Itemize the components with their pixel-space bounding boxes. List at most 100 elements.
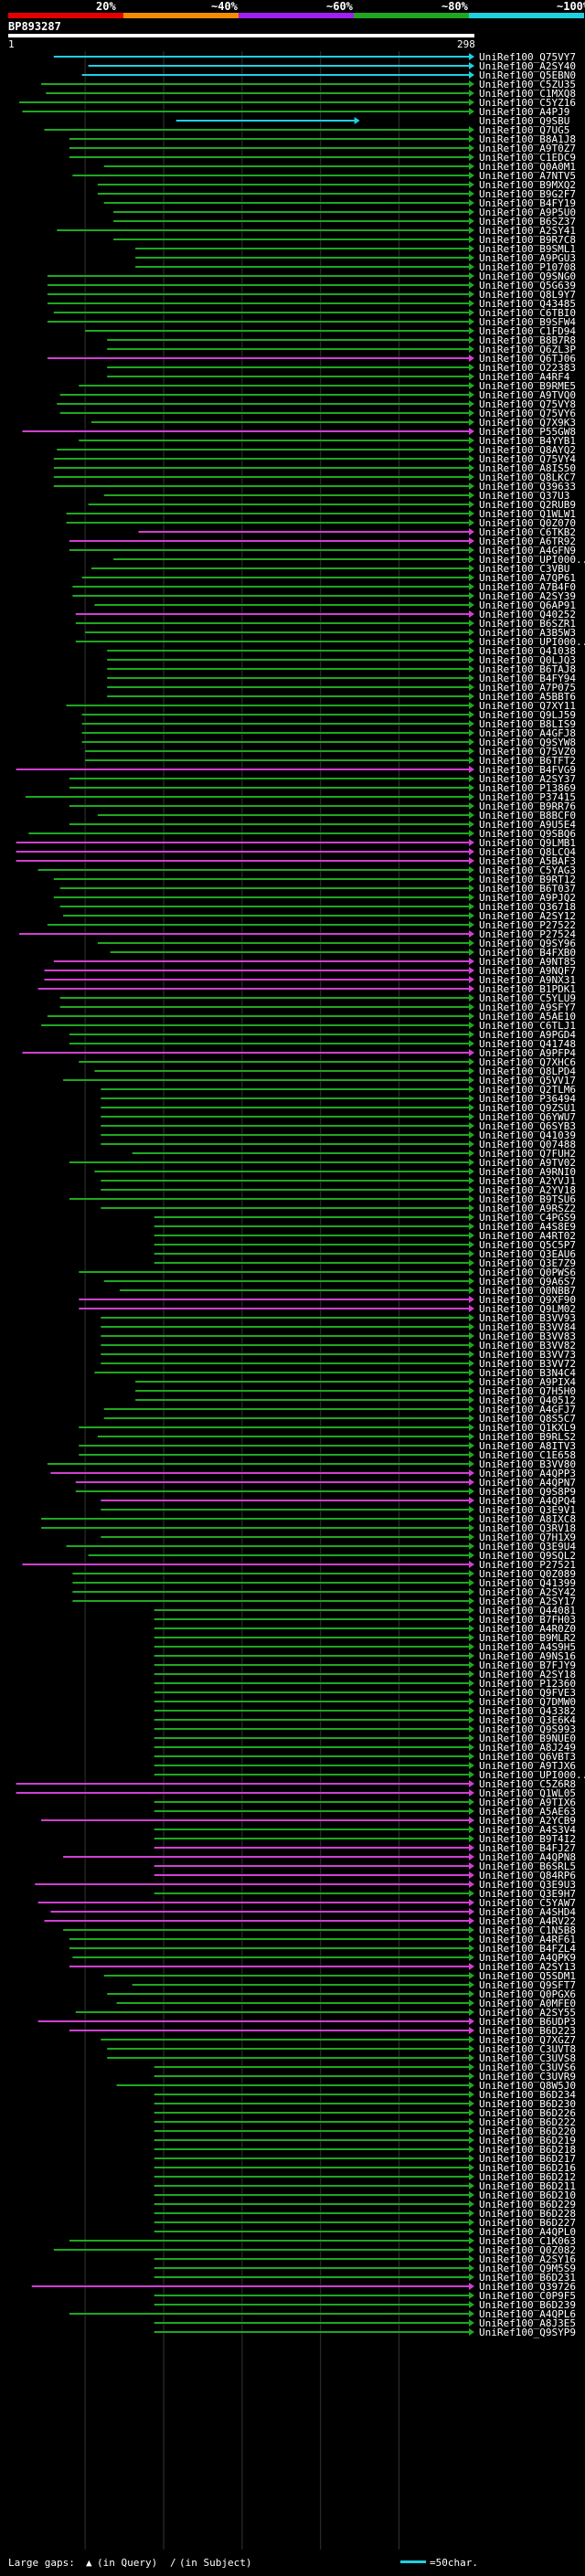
hit-bar[interactable] (154, 2194, 472, 2196)
hit-bar[interactable] (72, 1591, 471, 1593)
hit-label[interactable]: UniRef100_A9SFY7 (479, 1002, 576, 1013)
hit-bar[interactable] (94, 1372, 471, 1373)
hit-label[interactable]: UniRef100_A4RT02 (479, 1230, 576, 1242)
hit-row[interactable]: UniRef100_A8ITV3 (79, 1440, 576, 1452)
hit-label[interactable]: UniRef100_A9RNI0 (479, 1166, 576, 1178)
hit-bar[interactable] (154, 2304, 472, 2306)
hit-row[interactable]: UniRef100_Q8LCQ4 (16, 846, 577, 858)
hit-label[interactable]: UniRef100_Q5C5P7 (479, 1239, 576, 1251)
hit-bar[interactable] (22, 1564, 471, 1565)
hit-row[interactable]: UniRef100_Q0Z082 (53, 2244, 576, 2256)
hit-label[interactable]: UniRef100_B4FY94 (479, 673, 576, 684)
hit-bar[interactable] (154, 2130, 472, 2132)
hit-bar[interactable] (53, 2249, 472, 2251)
hit-bar[interactable] (35, 1883, 471, 1885)
hit-bar[interactable] (59, 394, 472, 396)
hit-row[interactable]: UniRef100_Q0A0M1 (103, 161, 576, 173)
hit-label[interactable]: UniRef100_B6D234 (479, 2089, 576, 2101)
hit-label[interactable]: UniRef100_A3B5W3 (479, 627, 576, 639)
hit-row[interactable]: UniRef100_A6TR92 (69, 535, 576, 547)
hit-bar[interactable] (154, 2167, 472, 2168)
hit-label[interactable]: UniRef100_Q9SY96 (479, 938, 576, 949)
hit-bar[interactable] (53, 312, 472, 313)
hit-label[interactable]: UniRef100_Q75VY6 (479, 408, 576, 419)
hit-bar[interactable] (135, 1381, 471, 1383)
hit-row[interactable]: UniRef100_A9NT85 (53, 956, 576, 968)
hit-label[interactable]: UniRef100_A4RF61 (479, 1934, 576, 1945)
hit-label[interactable]: UniRef100_Q6SYB3 (479, 1120, 576, 1132)
hit-label[interactable]: UniRef100_B6D219 (479, 2135, 576, 2147)
hit-bar[interactable] (37, 2020, 472, 2022)
hit-label[interactable]: UniRef100_A7QP61 (479, 572, 576, 584)
hit-label[interactable]: UniRef100_Q5SDM1 (479, 1970, 576, 1982)
hit-bar[interactable] (53, 458, 472, 460)
hit-bar[interactable] (101, 1116, 471, 1118)
hit-label[interactable]: UniRef100_Q2RUB9 (479, 499, 576, 511)
hit-row[interactable]: UniRef100_Q39633 (53, 481, 576, 493)
hit-bar[interactable] (154, 1774, 472, 1776)
hit-bar[interactable] (154, 1719, 472, 1721)
hit-label[interactable]: UniRef100_Q1WLW1 (479, 508, 576, 520)
hit-bar[interactable] (16, 860, 472, 862)
hit-bar[interactable] (85, 750, 471, 752)
hit-row[interactable]: UniRef100_A2YV18 (101, 1184, 576, 1196)
hit-label[interactable]: UniRef100_C4PGS9 (479, 1212, 576, 1224)
hit-bar[interactable] (44, 979, 472, 981)
hit-label[interactable]: UniRef100_B6D239 (479, 2299, 576, 2311)
hit-label[interactable]: UniRef100_B9MXQ2 (479, 179, 576, 191)
hit-bar[interactable] (101, 1097, 471, 1099)
hit-label[interactable]: UniRef100_A2SY37 (479, 773, 576, 785)
hit-row[interactable]: UniRef100_Q75VY8 (57, 398, 576, 410)
hit-label[interactable]: UniRef100_C3VBU (479, 563, 569, 575)
hit-bar[interactable] (154, 2094, 472, 2095)
hit-row[interactable]: UniRef100_A4QPP3 (50, 1468, 576, 1479)
hit-row[interactable]: UniRef100_A7NTV5 (72, 170, 576, 182)
hit-row[interactable]: UniRef100_B7FJY9 (154, 1659, 576, 1671)
hit-bar[interactable] (69, 540, 471, 542)
hit-label[interactable]: UniRef100_Q5G639 (479, 280, 576, 292)
hit-bar[interactable] (69, 138, 471, 140)
hit-bar[interactable] (154, 2176, 472, 2178)
hit-row[interactable]: UniRef100_Q75VY7 (53, 51, 576, 63)
hit-label[interactable]: UniRef100_Q0LJQ3 (479, 654, 576, 666)
hit-bar[interactable] (107, 659, 471, 661)
hit-label[interactable]: UniRef100_A4RV22 (479, 1915, 576, 1927)
hit-row[interactable]: UniRef100_C5YZ16 (19, 97, 576, 109)
hit-bar[interactable] (16, 842, 472, 843)
hit-label[interactable]: UniRef100_Q9SFT7 (479, 1979, 576, 1991)
hit-row[interactable]: UniRef100_B9RT12 (53, 874, 576, 885)
hit-label[interactable]: UniRef100_P12360 (479, 1678, 576, 1690)
hit-bar[interactable] (59, 906, 472, 907)
hit-bar[interactable] (113, 558, 471, 560)
hit-bar[interactable] (154, 1244, 472, 1246)
hit-row[interactable]: UniRef100_A3B5W3 (85, 627, 576, 639)
hit-label[interactable]: UniRef100_B3VV72 (479, 1358, 576, 1370)
hit-row[interactable]: UniRef100_Q9M5S9 (154, 2263, 576, 2274)
hit-label[interactable]: UniRef100_B9RME5 (479, 380, 576, 392)
hit-row[interactable]: UniRef100_C1EDC9 (69, 152, 576, 164)
hit-bar[interactable] (135, 1399, 471, 1401)
hit-row[interactable]: UniRef100_A4QPN8 (63, 1851, 576, 1863)
hit-row[interactable]: UniRef100_C3VBU (91, 563, 569, 575)
hit-row[interactable]: UniRef100_B6D223 (69, 2025, 576, 2037)
hit-bar[interactable] (19, 101, 471, 103)
hit-label[interactable]: UniRef100_Q0Z070 (479, 517, 576, 529)
hit-bar[interactable] (75, 622, 472, 624)
hit-row[interactable]: UniRef100_Q5VV17 (63, 1075, 576, 1087)
hit-bar[interactable] (107, 668, 471, 670)
hit-label[interactable]: UniRef100_Q9SQL2 (479, 1550, 576, 1562)
hit-row[interactable]: UniRef100_Q9LM02 (79, 1303, 576, 1315)
hit-row[interactable]: UniRef100_B6SRL5 (154, 1860, 576, 1872)
hit-label[interactable]: UniRef100_A8J249 (479, 1742, 576, 1754)
hit-label[interactable]: UniRef100_Q36718 (479, 901, 576, 913)
hit-label[interactable]: UniRef100_B3VV73 (479, 1349, 576, 1361)
hit-label[interactable]: UniRef100_B4YYB1 (479, 435, 576, 447)
hit-label[interactable]: UniRef100_C3UVT8 (479, 2043, 576, 2055)
hit-bar[interactable] (72, 595, 471, 597)
hit-bar[interactable] (44, 970, 472, 971)
hit-label[interactable]: UniRef100_B6UDP3 (479, 2016, 576, 2028)
hit-row[interactable]: UniRef100_B4YYB1 (79, 435, 576, 447)
hit-label[interactable]: UniRef100_B6T037 (479, 883, 576, 895)
hit-label[interactable]: UniRef100_B9SFW4 (479, 316, 576, 328)
hit-row[interactable]: UniRef100_A7P075 (107, 682, 576, 694)
